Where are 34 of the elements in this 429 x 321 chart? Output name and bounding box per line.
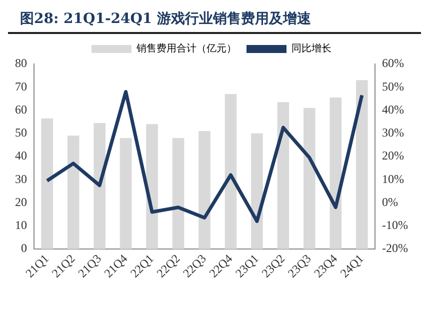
y-tick-label: 70 [15,79,27,94]
bar [41,118,54,249]
y-tick-label: 50 [15,126,27,140]
legend-label: 销售费用合计（亿元） [136,42,236,55]
bar [198,131,210,249]
bar [251,133,263,249]
y-tick-label: 60 [15,102,27,116]
bar [146,124,158,249]
y2-tick-label: 50% [382,79,404,94]
bar [120,138,132,249]
bar [67,136,80,249]
y-tick-label: 10 [15,218,27,232]
y2-tick-label: -20% [382,241,408,256]
chart-title: 图28: 21Q1-24Q1 游戏行业销售费用及增速 [8,8,421,34]
y-tick-label: 40 [15,148,27,163]
bar [94,122,106,249]
y2-tick-label: -10% [382,218,408,232]
bar [277,102,290,249]
y-tick-label: 20 [15,194,27,209]
bar [224,94,237,249]
y2-tick-label: 40% [382,102,404,116]
y-tick-label: 0 [21,241,27,256]
y2-tick-label: 30% [382,126,404,140]
y-tick-label: 80 [15,56,27,70]
bar [330,98,342,249]
y-tick-label: 30 [15,172,27,186]
bar [304,108,316,249]
y2-tick-label: 20% [382,148,404,163]
y2-tick-label: 0% [382,194,398,209]
legend-label: 同比增长 [292,42,332,55]
bar [356,80,368,249]
y2-tick-label: 10% [382,172,404,186]
y2-tick-label: 60% [382,56,404,70]
bar [172,138,184,249]
